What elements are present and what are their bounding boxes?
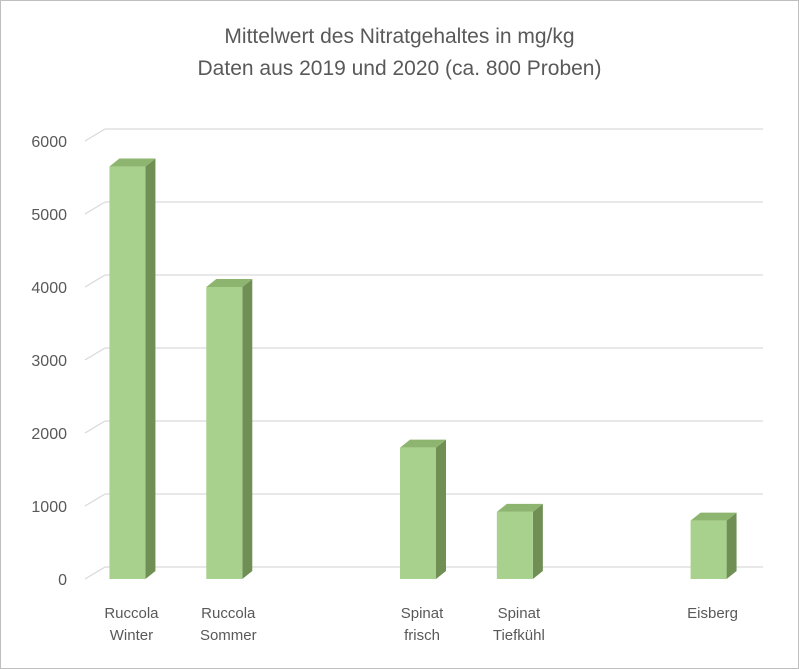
y-tick-label: 1000: [31, 499, 67, 516]
chart-title-block: Mittelwert des Nitratgehaltes in mg/kg D…: [1, 21, 798, 85]
y-tick-label: 4000: [31, 280, 67, 297]
bar-side: [436, 439, 446, 579]
gridline-depth: [84, 274, 106, 288]
chart-subtitle: Daten aus 2019 und 2020 (ca. 800 Proben): [197, 57, 602, 80]
bar: [109, 166, 146, 580]
bar-side: [726, 512, 737, 579]
x-tick-label: Tiefkühl: [493, 627, 545, 644]
bar-top: [400, 439, 446, 448]
gridline-depth: [84, 420, 106, 434]
x-tick-label: Ruccola: [201, 605, 256, 622]
bar: [206, 287, 243, 579]
y-tick-label: 5000: [31, 207, 67, 224]
bar-side: [242, 279, 253, 579]
x-tick-label: Ruccola: [104, 605, 159, 622]
y-tick-label: 3000: [31, 353, 67, 370]
x-tick-label: Eisberg: [687, 605, 738, 622]
x-tick-label: Spinat: [498, 605, 541, 622]
x-tick-label: Sommer: [200, 627, 257, 644]
bar: [690, 520, 727, 579]
y-tick-label: 0: [58, 572, 67, 589]
y-tick-label: 6000: [31, 134, 67, 151]
x-tick-label: Spinat: [401, 605, 444, 622]
chart-title: Mittelwert des Nitratgehaltes in mg/kg: [224, 25, 575, 48]
x-tick-label: frisch: [404, 627, 440, 644]
bar-top: [690, 512, 737, 521]
bar: [400, 447, 436, 579]
gridline-depth: [84, 128, 106, 142]
x-tick-label: Winter: [110, 627, 153, 644]
bar-side: [532, 503, 543, 579]
gridline-depth: [84, 347, 106, 361]
bar-side: [145, 158, 156, 580]
gridline-depth: [84, 566, 106, 580]
bar: [496, 511, 533, 579]
bar-top: [206, 279, 253, 287]
gridline-depth: [84, 201, 106, 215]
gridline-depth: [84, 493, 106, 507]
bar-top: [109, 158, 156, 167]
bar-top: [496, 503, 543, 512]
y-tick-label: 2000: [31, 426, 67, 443]
